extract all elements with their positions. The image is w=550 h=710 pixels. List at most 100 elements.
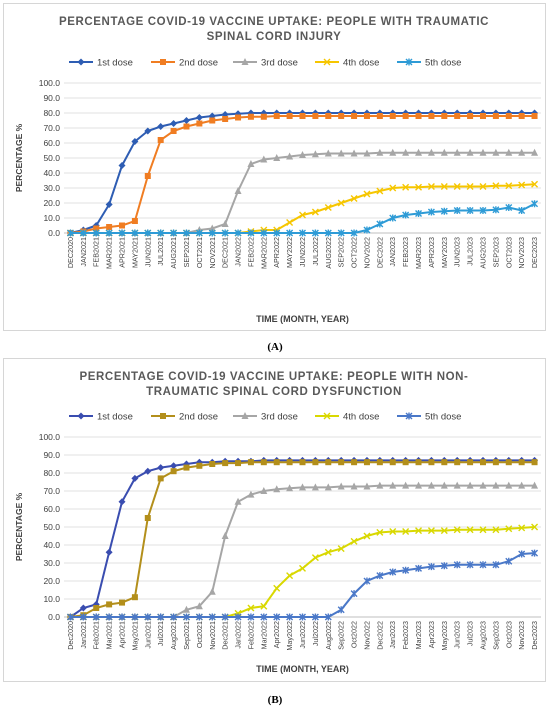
b-xtick-label-34: Oct2023 (504, 621, 513, 648)
b-xtick-label-28: Apr2023 (427, 621, 436, 648)
b-series-5-point-11 (208, 613, 216, 621)
b-series-2-point-16 (273, 459, 280, 466)
b-xtick-label-0: Dec2020 (66, 621, 75, 650)
a-series-2-point-20 (325, 113, 332, 119)
a-series-3-point-26 (402, 148, 410, 156)
a-series-2-point-6 (144, 173, 151, 179)
b-xtick-label-15: Mar2022 (259, 621, 268, 649)
b-series-4-point-21 (337, 545, 345, 553)
a-series-3-point-12 (221, 220, 229, 227)
a-series-2-point-34 (505, 113, 512, 119)
b-xtick-label-17: May2022 (285, 621, 294, 651)
a-series-3-point-21 (337, 149, 345, 157)
a-series-2-point-26 (402, 113, 409, 119)
b-ytick-label-9: 90.0 (43, 450, 60, 460)
a-legend-item-4: 4th dose (315, 58, 379, 69)
b-series-3-point-28 (427, 481, 435, 489)
a-series-3-point-22 (350, 149, 358, 157)
a-legend-label-2: 2nd dose (179, 58, 218, 69)
a-series-3-point-32 (479, 148, 487, 156)
b-series-5-point-26 (402, 566, 410, 574)
a-xtick-label-20: AUG2022 (324, 237, 333, 269)
a-ytick-label-5: 50.0 (43, 153, 60, 163)
a-series-3-point-25 (389, 148, 397, 156)
b-series-2-point-27 (415, 459, 422, 466)
a-x-axis-title: TIME (MONTH, YEAR) (256, 314, 349, 324)
a-series-3-point-24 (376, 148, 384, 156)
b-ytick-label-0: 0.0 (48, 612, 60, 622)
a-series-2-point-9 (183, 123, 190, 130)
b-xtick-label-29: May2023 (440, 621, 449, 651)
a-xtick-label-25: JAN2023 (388, 237, 397, 267)
a-series-4-line (70, 183, 535, 234)
b-series-4-point-25 (389, 528, 397, 535)
b-series-5-point-5 (131, 613, 139, 621)
b-x-axis-title: TIME (MONTH, YEAR) (256, 664, 349, 674)
a-series-2-point-10 (196, 120, 203, 127)
a-series-5-point-11 (208, 229, 216, 237)
b-series-5-point-31 (466, 561, 474, 569)
b-series-4-point-18 (299, 564, 306, 572)
a-series-2-point-25 (389, 113, 396, 119)
a-xtick-label-16: APR2022 (272, 237, 281, 268)
b-xtick-label-35: Nov2023 (517, 621, 526, 650)
a-legend-label-5: 5th dose (425, 58, 461, 69)
a-series-2-point-17 (286, 113, 293, 119)
b-series-3-point-36 (531, 481, 539, 489)
b-xtick-label-18: Jun2022 (298, 621, 307, 649)
a-series-5-point-35 (518, 207, 526, 214)
a-xtick-label-30: JUN2023 (453, 237, 462, 267)
b-series-1-point-2 (92, 600, 100, 608)
b-series-3-point-13 (234, 497, 242, 505)
b-series-2-point-22 (351, 459, 358, 466)
b-series-3-point-9 (182, 605, 190, 613)
a-series-1-point-10 (195, 114, 203, 121)
a-series-2-point-8 (170, 128, 177, 134)
a-series-2-point-36 (531, 113, 538, 119)
b-series-4-point-32 (479, 526, 487, 534)
b-xtick-label-36: Dec2023 (530, 621, 539, 650)
b-y-axis-title: PERCENTAGE % (14, 492, 24, 561)
a-series-4-point-18 (299, 211, 306, 219)
chart-panel-b: PERCENTAGE COVID-19 VACCINE UPTAKE: PEOP… (3, 358, 546, 682)
b-series-1-point-4 (118, 498, 126, 506)
b-series-5-point-7 (157, 613, 165, 621)
b-series-5-point-30 (453, 561, 461, 569)
b-series-4-point-28 (427, 527, 435, 535)
a-series-4-point-36 (531, 180, 539, 188)
b-series-2-point-28 (428, 459, 435, 466)
a-series-3-point-30 (453, 148, 461, 156)
b-legend-label-5: 5th dose (425, 412, 461, 423)
b-series-2-point-34 (505, 459, 512, 466)
b-series-1-point-8 (170, 462, 178, 470)
b-series-3-point-26 (402, 481, 410, 489)
a-xtick-label-28: APR2023 (427, 237, 436, 268)
a-xtick-label-31: JUL2023 (466, 237, 475, 266)
a-series-4-point-20 (324, 204, 332, 211)
b-series-4 (66, 523, 539, 621)
b-series-1-point-7 (157, 464, 165, 472)
a-series-3-point-23 (363, 149, 371, 157)
a-title-line-2: SPINAL CORD INJURY (207, 31, 342, 43)
a-series-4-point-19 (311, 208, 319, 216)
b-series-3-point-19 (311, 483, 319, 491)
a-series-3-point-20 (324, 149, 332, 157)
b-series-5-point-0 (66, 613, 74, 621)
b-title-line-2: TRAUMATIC SPINAL CORD DYSFUNCTION (146, 386, 402, 398)
b-series-4-point-20 (324, 548, 332, 556)
b-series-3-point-20 (324, 483, 332, 491)
a-series-5-point-36 (531, 200, 539, 208)
a-series-3-point-13 (234, 187, 242, 194)
b-legend-label-3: 3rd dose (261, 412, 298, 423)
a-series-3-point-18 (299, 151, 306, 158)
b-series-2-point-8 (170, 468, 177, 475)
b-series-5-point-15 (260, 613, 268, 621)
b-series-5-point-16 (273, 613, 281, 621)
b-series-4-point-27 (415, 527, 423, 535)
a-xtick-label-4: APR2021 (118, 237, 127, 268)
b-series-5-point-24 (376, 572, 384, 580)
a-series-5-point-18 (299, 229, 306, 237)
b-xtick-label-21: Sep2022 (337, 621, 346, 650)
a-series-1-point-8 (170, 120, 178, 127)
a-series-2-point-11 (209, 117, 216, 124)
